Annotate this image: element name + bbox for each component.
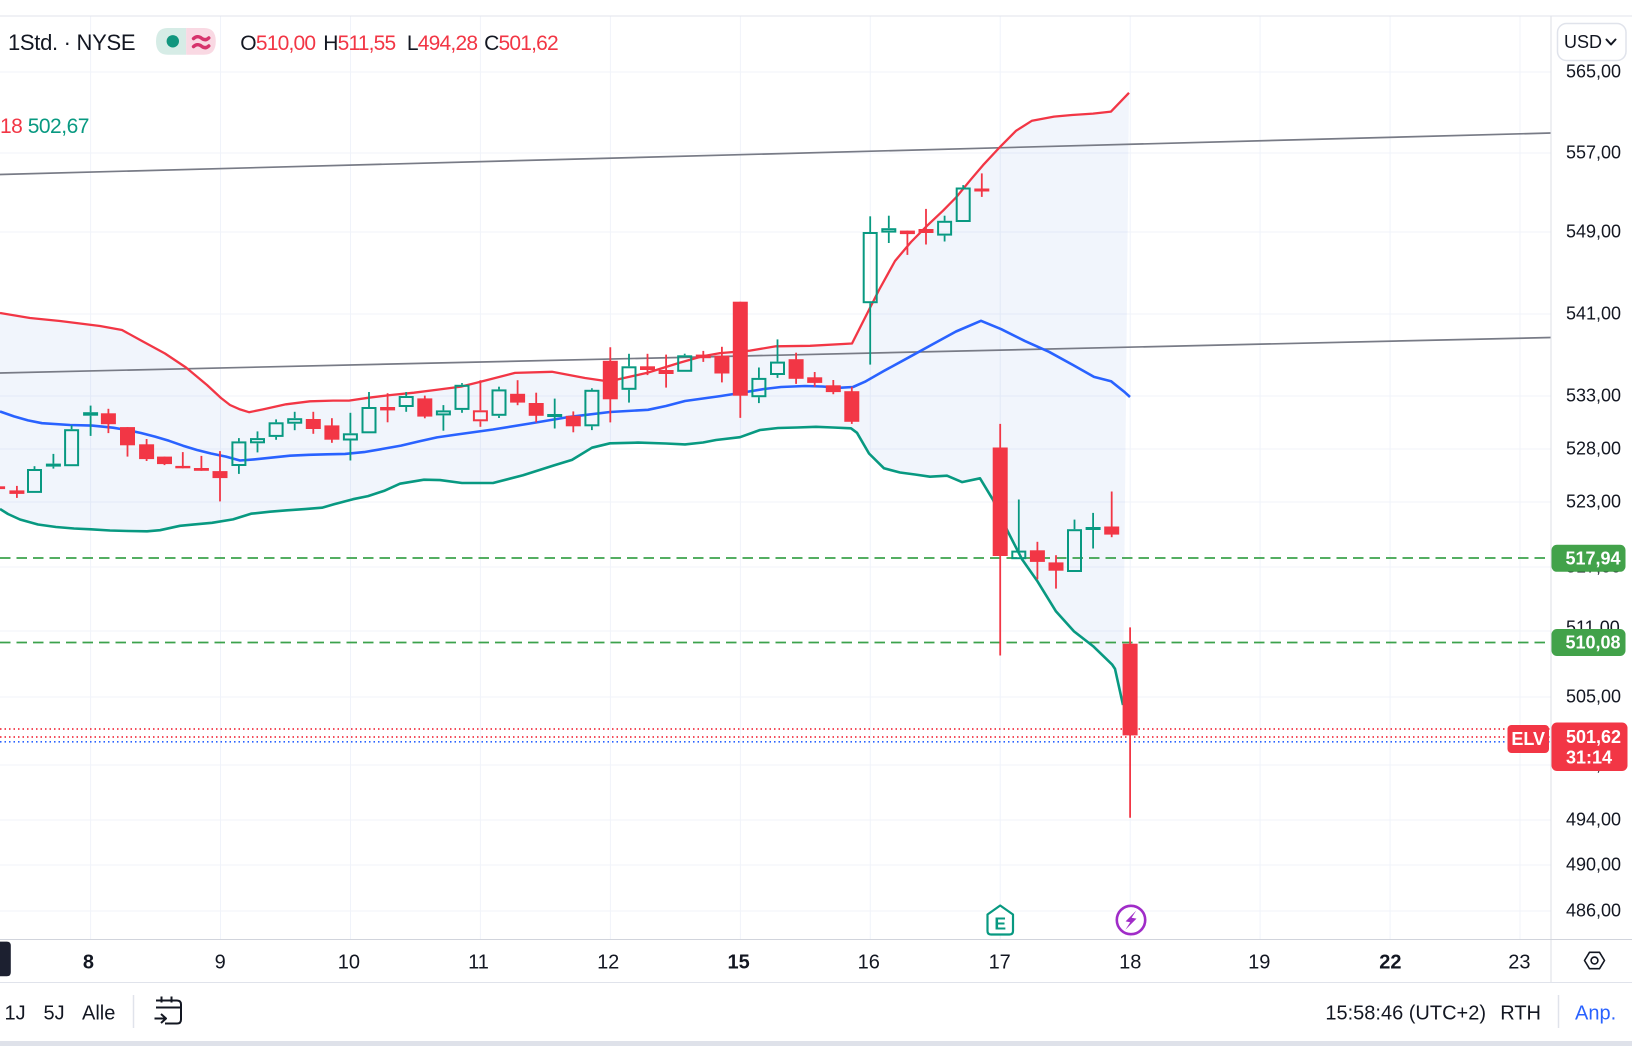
svg-text:18: 18 bbox=[1119, 952, 1141, 974]
svg-text:E: E bbox=[994, 914, 1006, 934]
svg-text:8: 8 bbox=[83, 952, 94, 974]
svg-text:O510,00: O510,00 bbox=[240, 32, 315, 55]
svg-text:1J: 1J bbox=[5, 1003, 26, 1025]
svg-text:517,94: 517,94 bbox=[1566, 548, 1621, 568]
svg-text:ELV: ELV bbox=[1511, 729, 1545, 749]
svg-text:557,00: 557,00 bbox=[1566, 143, 1621, 163]
svg-text:18 502,67: 18 502,67 bbox=[0, 115, 89, 138]
svg-text:11: 11 bbox=[468, 952, 489, 974]
svg-text:C501,62: C501,62 bbox=[484, 32, 558, 55]
svg-text:494,00: 494,00 bbox=[1566, 810, 1621, 830]
svg-text:510,08: 510,08 bbox=[1566, 633, 1621, 653]
svg-text:549,00: 549,00 bbox=[1566, 222, 1621, 242]
svg-text:486,00: 486,00 bbox=[1566, 901, 1621, 921]
svg-text:31:14: 31:14 bbox=[1566, 748, 1612, 768]
svg-text:15: 15 bbox=[727, 952, 749, 974]
svg-text:23: 23 bbox=[1508, 952, 1530, 974]
svg-text:10: 10 bbox=[338, 952, 360, 974]
svg-text:490,00: 490,00 bbox=[1566, 855, 1621, 875]
svg-text:RTH: RTH bbox=[1500, 1003, 1541, 1025]
svg-text:Anp.: Anp. bbox=[1575, 1003, 1616, 1025]
svg-text:528,00: 528,00 bbox=[1566, 439, 1621, 459]
svg-text:19: 19 bbox=[1248, 952, 1270, 974]
svg-text:505,00: 505,00 bbox=[1566, 687, 1621, 707]
svg-text:565,00: 565,00 bbox=[1566, 62, 1621, 82]
svg-text:16: 16 bbox=[858, 952, 880, 974]
svg-text:H511,55: H511,55 bbox=[323, 32, 395, 55]
svg-text:15:58:46 (UTC+2): 15:58:46 (UTC+2) bbox=[1325, 1003, 1486, 1025]
svg-text:17: 17 bbox=[989, 952, 1011, 974]
svg-text:5J: 5J bbox=[44, 1003, 65, 1025]
svg-text:523,00: 523,00 bbox=[1566, 492, 1621, 512]
svg-text:L494,28: L494,28 bbox=[407, 32, 477, 55]
svg-text:9: 9 bbox=[215, 952, 226, 974]
svg-text:12: 12 bbox=[597, 952, 619, 974]
svg-text:541,00: 541,00 bbox=[1566, 304, 1621, 324]
svg-text:USD: USD bbox=[1564, 32, 1602, 52]
svg-text:Alle: Alle bbox=[82, 1003, 115, 1025]
svg-text:1Std. · NYSE: 1Std. · NYSE bbox=[8, 30, 135, 55]
svg-text:22: 22 bbox=[1379, 952, 1401, 974]
svg-text:501,62: 501,62 bbox=[1566, 727, 1621, 747]
svg-text:533,00: 533,00 bbox=[1566, 386, 1621, 406]
